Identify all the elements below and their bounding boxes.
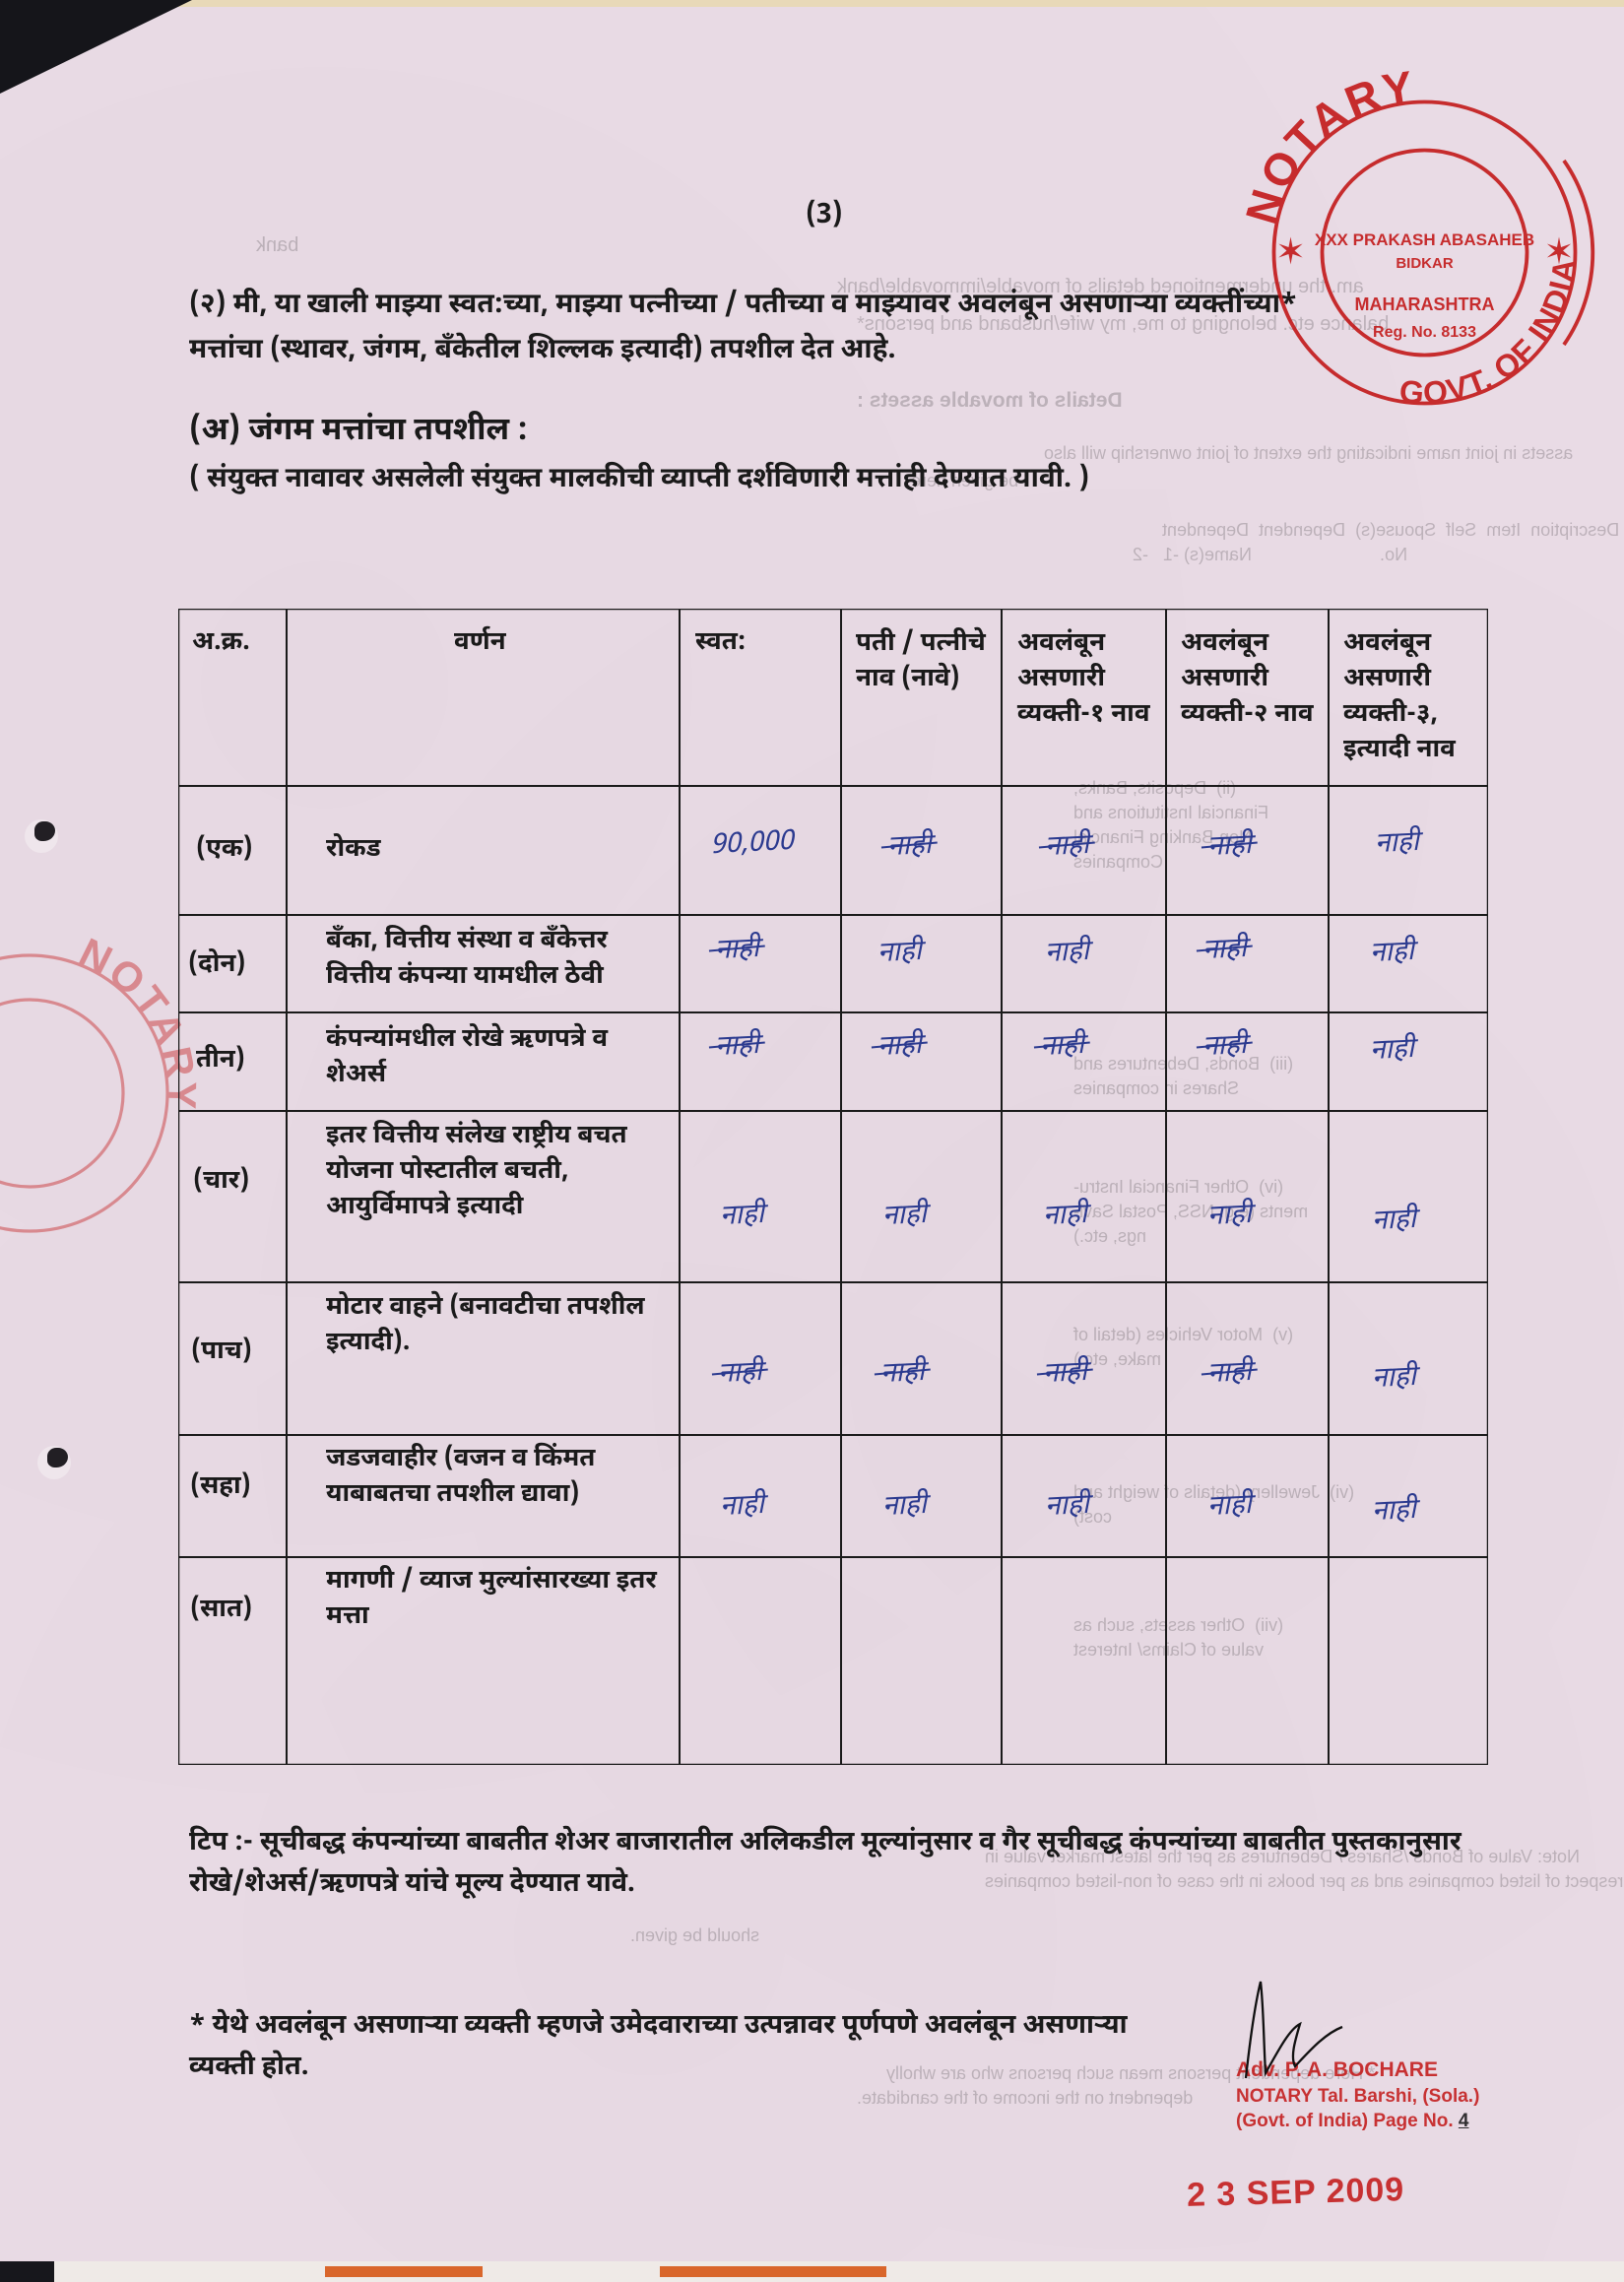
svg-text:XXX PRAKASH ABASAHEB: XXX PRAKASH ABASAHEB [1315, 230, 1534, 249]
svg-text:MAHARASHTRA: MAHARASHTRA [1355, 294, 1495, 314]
svg-text:BIDKAR: BIDKAR [1396, 255, 1453, 272]
svg-text:✶: ✶ [1275, 231, 1306, 272]
svg-text:NOTARY: NOTARY [1236, 64, 1419, 229]
svg-text:Reg. No. 8133: Reg. No. 8133 [1373, 324, 1476, 341]
svg-text:GOVT. OF INDIA: GOVT. OF INDIA [0, 1045, 30, 1236]
